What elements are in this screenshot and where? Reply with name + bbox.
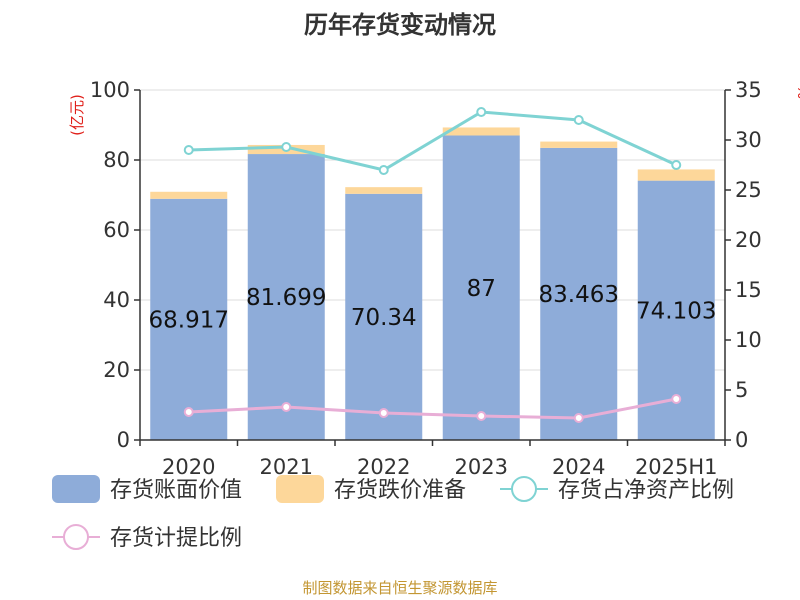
legend-label: 存货占净资产比例 <box>558 478 734 503</box>
point-net-asset-ratio <box>281 142 292 152</box>
chart-title: 历年存货变动情况 <box>304 11 496 39</box>
point-provision-ratio <box>183 407 194 417</box>
legend-marker <box>63 524 89 550</box>
point-net-asset-ratio <box>183 145 194 155</box>
legend-label: 存货账面价值 <box>110 478 242 503</box>
point-provision-ratio <box>378 408 389 418</box>
x-tick-label: 2020 <box>162 455 215 479</box>
point-net-asset-ratio <box>573 115 584 125</box>
bar-impairment <box>637 169 715 181</box>
point-provision-ratio <box>671 394 682 404</box>
y-tick-label-left: 100 <box>90 78 130 102</box>
data-labels: 68.917 81.699 70.34 87 83.463 74.103 <box>149 276 717 334</box>
legend-label: 存货跌价准备 <box>334 478 466 503</box>
y-tick-label-left: 40 <box>103 288 130 312</box>
point-provision-ratio <box>281 402 292 412</box>
legend-marker <box>511 476 537 502</box>
bar-value-label: 83.463 <box>539 282 619 308</box>
point-provision-ratio <box>573 413 584 423</box>
y-tick-label-right: 30 <box>735 128 762 152</box>
y-tick-label-right: 0 <box>735 428 748 452</box>
y-tick-label-right: 5 <box>735 378 748 402</box>
legend-label: 存货计提比例 <box>110 526 242 551</box>
bar-value-label: 81.699 <box>246 285 326 311</box>
x-tick-label: 2023 <box>455 455 508 479</box>
bar-value-label: 68.917 <box>149 307 229 333</box>
x-tick-label: 2022 <box>357 455 410 479</box>
bar-book-value <box>247 154 325 440</box>
y-tick-label-right: 10 <box>735 328 762 352</box>
bar-book-value <box>540 147 618 440</box>
bar-impairment <box>150 191 228 199</box>
bar-value-label: 70.34 <box>351 305 417 331</box>
legend-swatch <box>52 475 100 503</box>
lines <box>183 107 682 423</box>
bar-value-label: 87 <box>467 276 496 302</box>
y-tick-label-right: 15 <box>735 278 762 302</box>
y-axis-title-right: % <box>794 85 800 99</box>
source-footer: 制图数据来自恒生聚源数据库 <box>302 579 497 597</box>
y-tick-label-right: 20 <box>735 228 762 252</box>
y-tick-label-right: 25 <box>735 178 762 202</box>
x-tick-label: 2024 <box>552 455 605 479</box>
bar-value-label: 74.103 <box>636 298 716 324</box>
line-provision-ratio <box>188 397 677 420</box>
line-net-asset-ratio <box>188 110 677 172</box>
bar-impairment <box>540 141 618 148</box>
bars <box>150 127 715 440</box>
y-tick-label-right: 35 <box>735 78 762 102</box>
point-net-asset-ratio <box>476 107 487 117</box>
point-net-asset-ratio <box>378 165 389 175</box>
x-tick-label: 2025H1 <box>635 455 718 479</box>
grid-lines <box>140 89 725 371</box>
bar-impairment <box>345 187 423 194</box>
point-provision-ratio <box>476 411 487 421</box>
bar-book-value <box>345 193 423 440</box>
bar-impairment <box>442 127 520 136</box>
point-net-asset-ratio <box>671 160 682 170</box>
bar-book-value <box>442 135 520 440</box>
y-axis-title-left: (亿元) <box>68 94 86 136</box>
y-tick-label-left: 60 <box>103 218 130 242</box>
bar-book-value <box>150 198 228 440</box>
legend-swatch <box>276 475 324 503</box>
y-tick-label-left: 0 <box>117 428 130 452</box>
y-tick-label-left: 80 <box>103 148 130 172</box>
y-tick-label-left: 20 <box>103 358 130 382</box>
